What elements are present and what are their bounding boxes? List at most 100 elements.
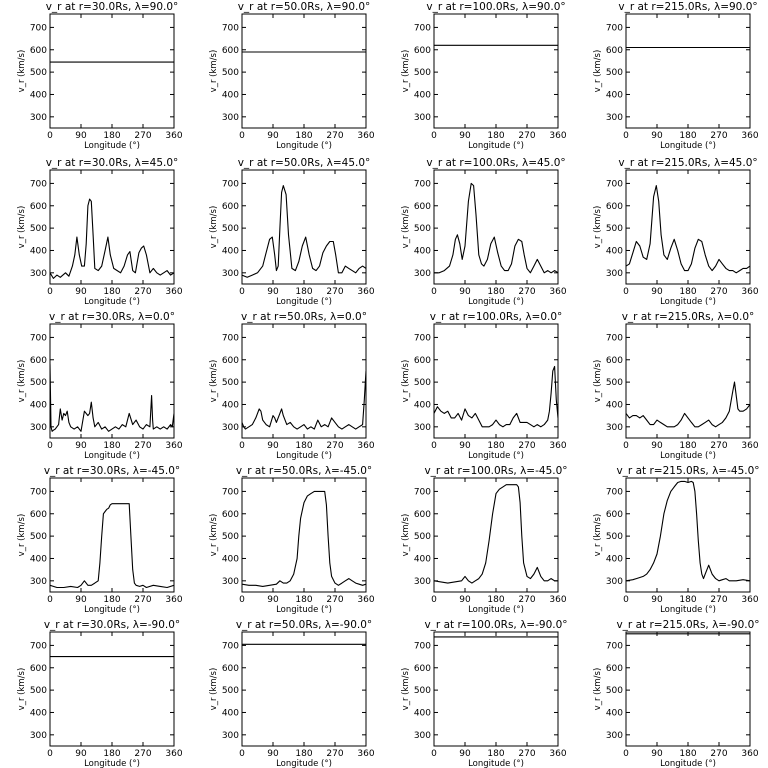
y-tick-label: 500 xyxy=(414,532,431,542)
x-tick-label: 180 xyxy=(487,287,504,297)
x-tick-label: 90 xyxy=(267,287,279,297)
y-axis-label: v_r (km/s) xyxy=(401,206,411,249)
panel-title: v_r at r=100.0Rs, λ=0.0° xyxy=(430,311,563,323)
y-tick-label: 500 xyxy=(30,532,47,542)
x-tick-label: 90 xyxy=(267,131,279,141)
y-tick-label: 300 xyxy=(30,113,47,123)
y-tick-label: 300 xyxy=(30,577,47,587)
panel-12: v_r at r=215.0Rs, λ=0.0° 0 90 180 270 360 300 4… xyxy=(593,311,759,461)
plot-frame xyxy=(49,13,175,129)
x-tick-label: 360 xyxy=(741,131,758,141)
y-tick-label: 300 xyxy=(222,269,239,279)
x-tick-label: 180 xyxy=(487,595,504,605)
y-tick-label: 400 xyxy=(606,708,623,718)
x-tick-label: 180 xyxy=(679,441,696,451)
y-tick-label: 400 xyxy=(30,554,47,564)
y-tick-label: 600 xyxy=(30,202,47,212)
panel-title: v_r at r=50.0Rs, λ=0.0° xyxy=(241,311,367,323)
x-tick-label: 180 xyxy=(295,749,312,759)
x-axis-label: Longitude (°) xyxy=(276,451,332,461)
panel-title: v_r at r=100.0Rs, λ=-45.0° xyxy=(424,465,567,477)
y-tick-label: 400 xyxy=(222,708,239,718)
series-line xyxy=(626,480,750,582)
x-tick-label: 90 xyxy=(75,749,87,759)
plot-frame xyxy=(49,631,175,747)
x-tick-label: 0 xyxy=(431,287,437,297)
panel-title: v_r at r=50.0Rs, λ=90.0° xyxy=(238,1,371,13)
x-tick-label: 180 xyxy=(679,131,696,141)
panel-9: v_r at r=30.0Rs, λ=0.0° 0 90 180 270 360 300 40… xyxy=(17,311,183,461)
y-tick-label: 700 xyxy=(222,333,239,343)
panel-title: v_r at r=50.0Rs, λ=-90.0° xyxy=(236,619,372,631)
x-tick-label: 0 xyxy=(239,287,245,297)
series-line xyxy=(242,490,366,587)
y-tick-label: 600 xyxy=(414,356,431,366)
y-tick-label: 500 xyxy=(414,68,431,78)
y-tick-label: 500 xyxy=(606,68,623,78)
y-tick-label: 300 xyxy=(414,269,431,279)
series-line xyxy=(50,198,174,279)
plot-frame xyxy=(625,169,751,285)
panel-title: v_r at r=30.0Rs, λ=-90.0° xyxy=(44,619,180,631)
panel-3: v_r at r=100.0Rs, λ=90.0° 0 90 180 270 360 300… xyxy=(401,1,567,151)
x-axis-label: Longitude (°) xyxy=(276,297,332,307)
y-tick-label: 700 xyxy=(30,641,47,651)
y-tick-label: 400 xyxy=(414,90,431,100)
x-tick-label: 0 xyxy=(431,441,437,451)
y-tick-label: 700 xyxy=(606,23,623,33)
y-tick-label: 300 xyxy=(222,423,239,433)
y-tick-label: 700 xyxy=(30,487,47,497)
y-tick-label: 500 xyxy=(30,686,47,696)
plot-frame xyxy=(49,477,175,593)
panel-19: v_r at r=100.0Rs, λ=-90.0° 0 90 180 270 360 30… xyxy=(401,619,568,768)
y-tick-label: 300 xyxy=(414,423,431,433)
panel-title: v_r at r=100.0Rs, λ=45.0° xyxy=(426,157,565,169)
y-tick-label: 600 xyxy=(606,46,623,56)
x-tick-label: 90 xyxy=(75,441,87,451)
x-tick-label: 90 xyxy=(267,595,279,605)
y-tick-label: 400 xyxy=(414,246,431,256)
y-tick-label: 300 xyxy=(606,731,623,741)
x-tick-label: 0 xyxy=(47,287,53,297)
y-axis-label: v_r (km/s) xyxy=(17,514,27,557)
x-tick-label: 360 xyxy=(549,595,566,605)
x-axis-label: Longitude (°) xyxy=(660,451,716,461)
y-tick-label: 300 xyxy=(606,269,623,279)
y-tick-label: 400 xyxy=(30,246,47,256)
y-tick-label: 300 xyxy=(222,731,239,741)
panel-title: v_r at r=215.0Rs, λ=45.0° xyxy=(618,157,757,169)
y-tick-label: 600 xyxy=(30,510,47,520)
y-tick-label: 500 xyxy=(222,224,239,234)
x-axis-label: Longitude (°) xyxy=(84,451,140,461)
x-tick-label: 270 xyxy=(134,441,151,451)
x-tick-label: 0 xyxy=(623,595,629,605)
series-line xyxy=(434,365,558,428)
x-tick-label: 90 xyxy=(75,595,87,605)
x-tick-label: 360 xyxy=(357,595,374,605)
panel-5: v_r at r=30.0Rs, λ=45.0° 0 90 180 270 360 300 4… xyxy=(17,157,183,307)
y-tick-label: 300 xyxy=(606,113,623,123)
x-tick-label: 180 xyxy=(103,287,120,297)
y-tick-label: 600 xyxy=(414,664,431,674)
y-tick-label: 400 xyxy=(222,400,239,410)
panel-title: v_r at r=30.0Rs, λ=90.0° xyxy=(46,1,179,13)
x-axis-label: Longitude (°) xyxy=(84,141,140,151)
panel-13: v_r at r=30.0Rs, λ=-45.0° 0 90 180 270 360 300… xyxy=(17,465,183,615)
x-tick-label: 360 xyxy=(165,749,182,759)
y-tick-label: 400 xyxy=(414,708,431,718)
x-tick-label: 180 xyxy=(487,749,504,759)
y-axis-label: v_r (km/s) xyxy=(593,360,603,403)
x-axis-label: Longitude (°) xyxy=(468,451,524,461)
y-tick-label: 300 xyxy=(222,113,239,123)
x-axis-label: Longitude (°) xyxy=(84,297,140,307)
x-tick-label: 360 xyxy=(165,441,182,451)
panel-7: v_r at r=100.0Rs, λ=45.0° 0 90 180 270 360 300… xyxy=(401,157,567,307)
x-tick-label: 270 xyxy=(710,441,727,451)
y-tick-label: 500 xyxy=(30,378,47,388)
x-tick-label: 270 xyxy=(710,749,727,759)
y-tick-label: 600 xyxy=(30,46,47,56)
x-tick-label: 270 xyxy=(710,131,727,141)
y-tick-label: 600 xyxy=(606,510,623,520)
x-tick-label: 360 xyxy=(357,131,374,141)
x-axis-label: Longitude (°) xyxy=(468,605,524,615)
